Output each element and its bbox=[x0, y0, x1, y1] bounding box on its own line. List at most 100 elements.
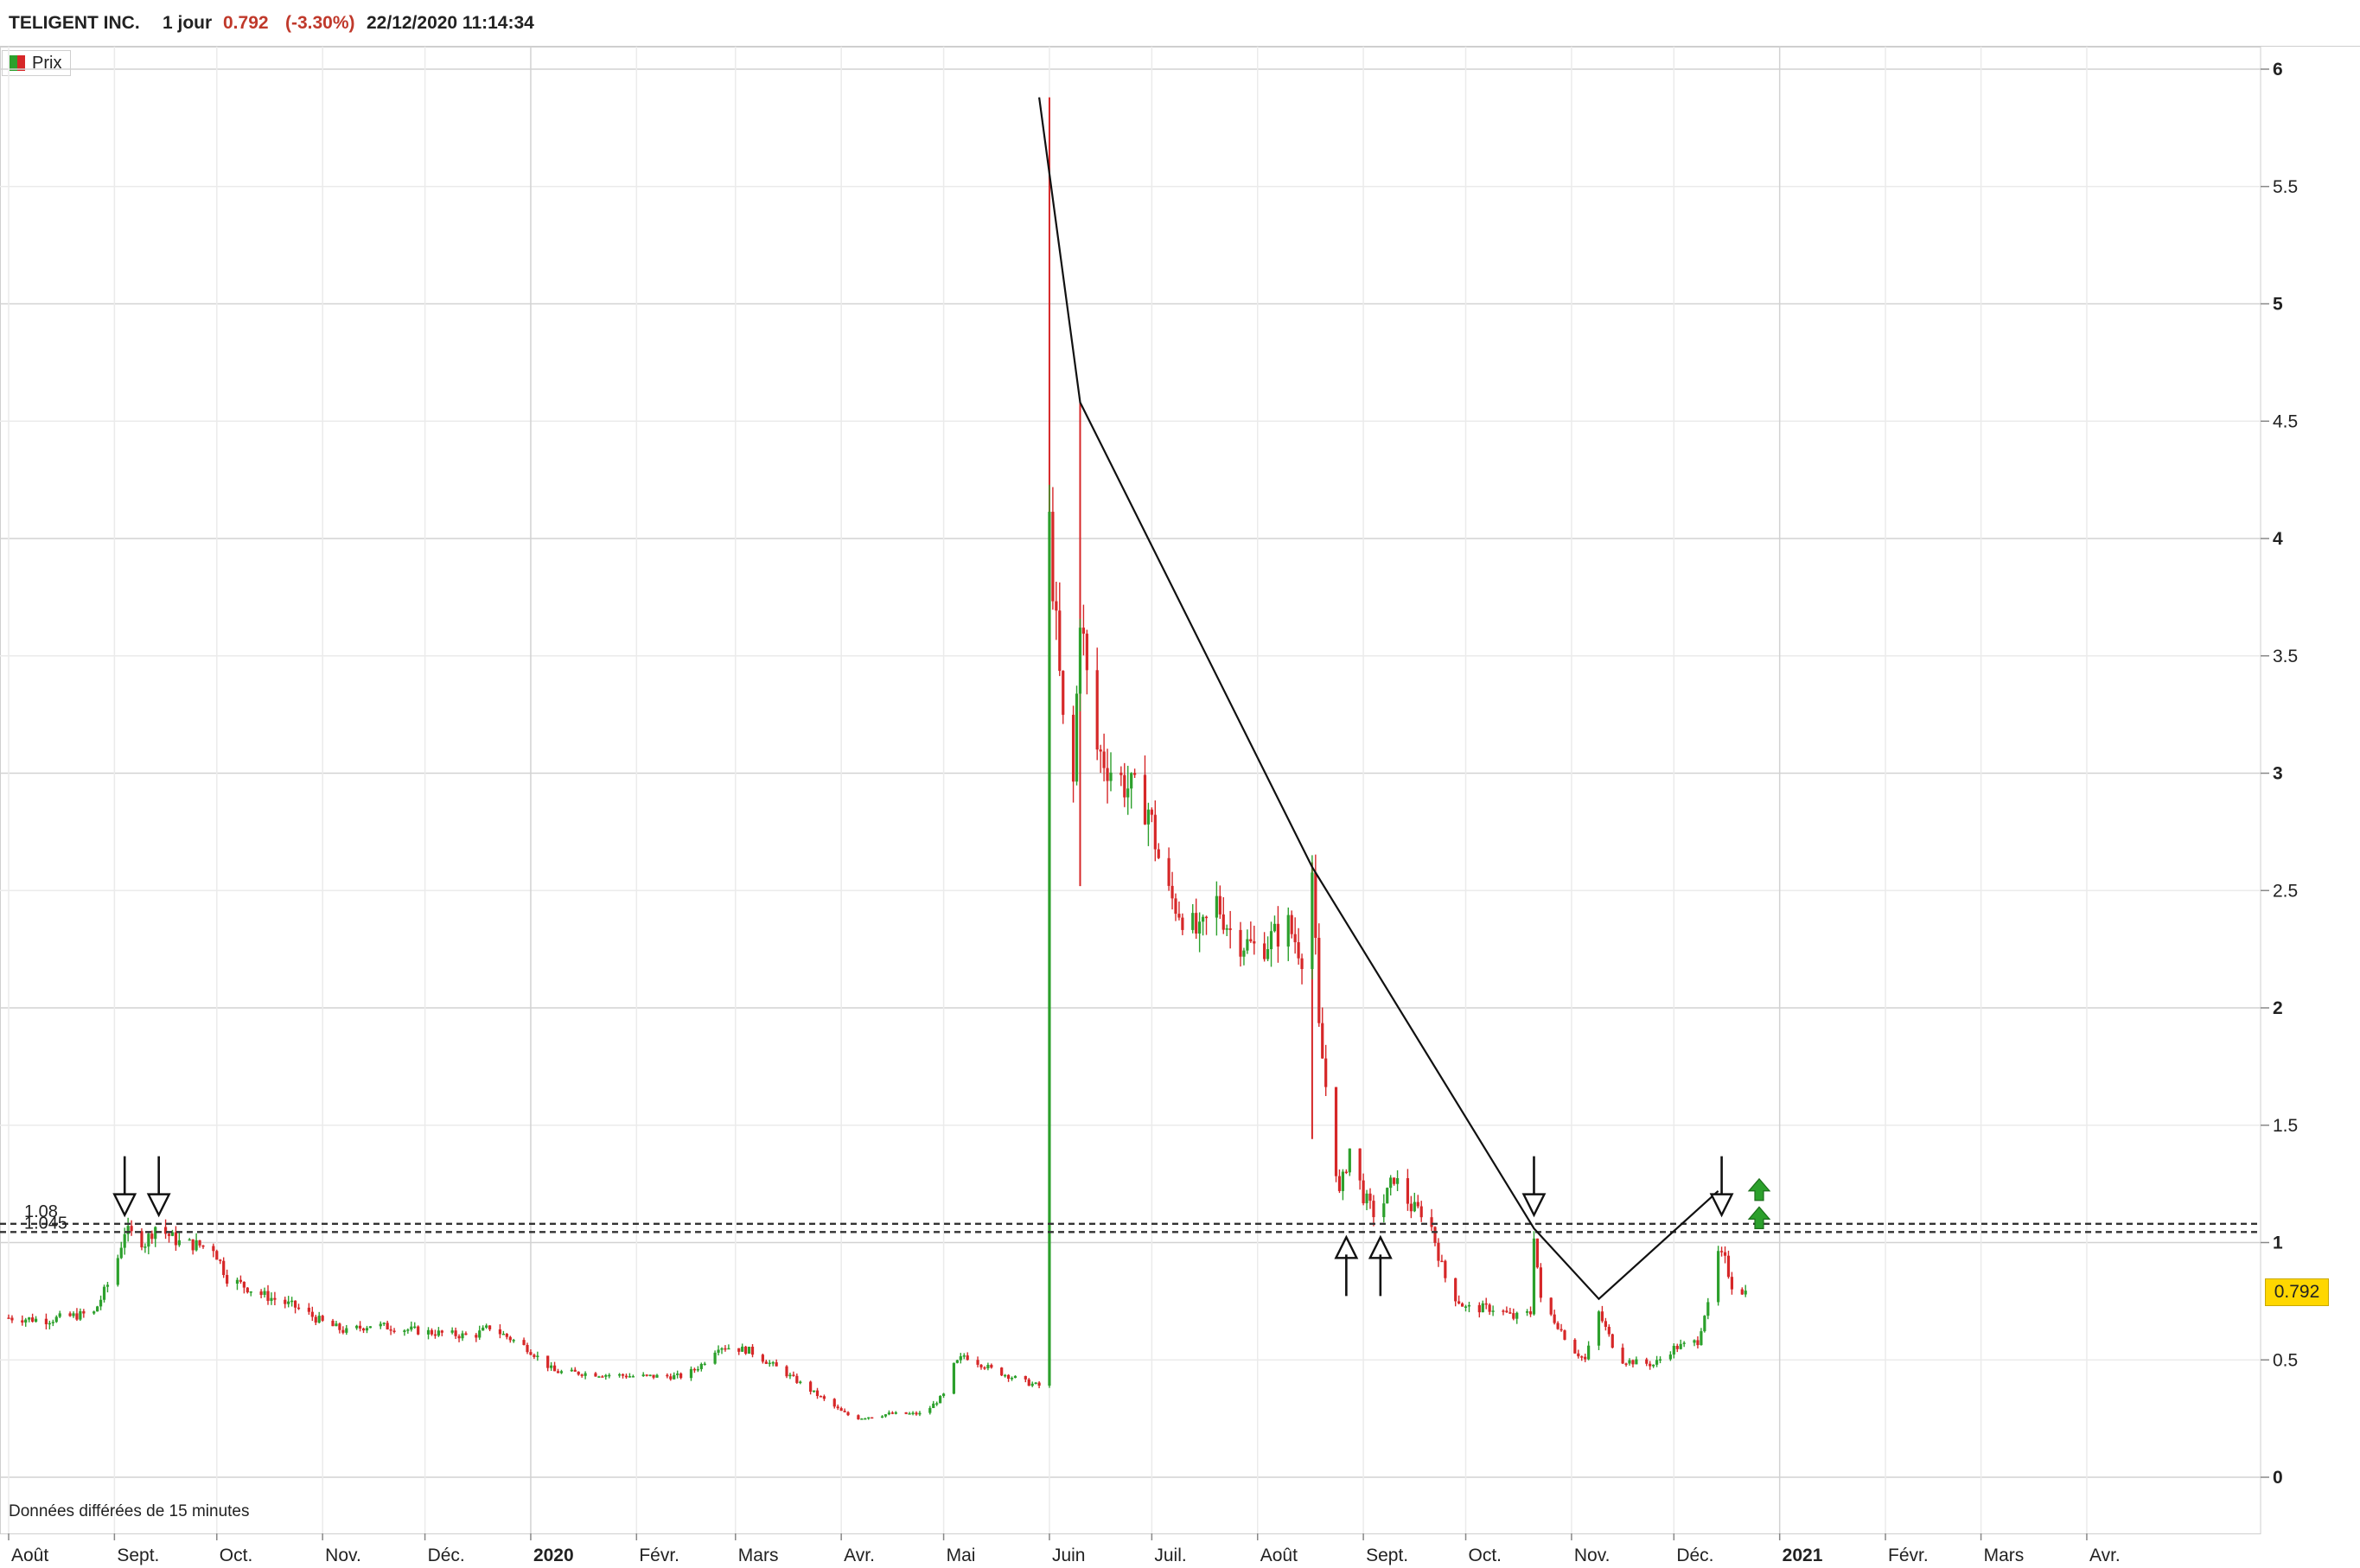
candle-body bbox=[287, 1301, 290, 1304]
candle-body bbox=[771, 1362, 775, 1364]
candle-body bbox=[338, 1323, 341, 1330]
candle-body bbox=[430, 1329, 434, 1335]
candle-body bbox=[215, 1251, 219, 1260]
candle-body bbox=[1102, 751, 1106, 768]
x-tick-label: Mars bbox=[738, 1546, 779, 1565]
support-level-label: 1.045 bbox=[24, 1214, 67, 1233]
candle-body bbox=[290, 1300, 294, 1303]
legend-label: Prix bbox=[32, 54, 62, 73]
candle-body bbox=[1539, 1267, 1542, 1298]
candle-body bbox=[174, 1232, 178, 1246]
buy-signal-icon bbox=[1747, 1177, 1771, 1201]
candle-body bbox=[163, 1227, 168, 1234]
y-tick-label: 5.5 bbox=[2273, 177, 2298, 197]
candle-body bbox=[508, 1336, 512, 1341]
candle-body bbox=[594, 1373, 597, 1377]
candle-body bbox=[846, 1412, 850, 1416]
arrow-down-icon bbox=[1521, 1193, 1547, 1218]
candle-body bbox=[577, 1371, 580, 1375]
candle-body bbox=[105, 1284, 110, 1287]
y-tick-label: 0.5 bbox=[2273, 1350, 2298, 1370]
quote-datetime: 22/12/2020 11:14:34 bbox=[367, 13, 534, 33]
candle-body bbox=[263, 1291, 266, 1295]
candle-body bbox=[1037, 1382, 1041, 1386]
candle-body bbox=[1362, 1180, 1365, 1204]
candle-body bbox=[68, 1313, 72, 1316]
candle-body bbox=[990, 1365, 993, 1368]
candle-body bbox=[1290, 915, 1293, 934]
candle-body bbox=[871, 1417, 874, 1419]
candle-body bbox=[1133, 773, 1137, 775]
candle-body bbox=[799, 1381, 802, 1383]
x-tick-label: 2020 bbox=[533, 1546, 574, 1565]
candle-body bbox=[1157, 849, 1160, 858]
y-tick-label: 3.5 bbox=[2273, 647, 2298, 666]
candle-body bbox=[713, 1352, 717, 1364]
period-label[interactable]: 1 jour bbox=[163, 13, 213, 33]
candle-body bbox=[195, 1240, 198, 1251]
candle-body bbox=[454, 1330, 457, 1336]
candle-body bbox=[1645, 1359, 1649, 1364]
candle-body bbox=[1300, 958, 1304, 970]
candle-body bbox=[880, 1416, 884, 1418]
candle-body bbox=[1535, 1238, 1540, 1268]
y-tick-label: 4.5 bbox=[2273, 411, 2298, 431]
candle-body bbox=[54, 1316, 58, 1323]
candle-body bbox=[92, 1311, 96, 1314]
candle-body bbox=[550, 1365, 553, 1368]
candle-body bbox=[529, 1352, 533, 1355]
candle-body bbox=[150, 1233, 154, 1240]
candle-body bbox=[911, 1412, 915, 1414]
price-chart[interactable]: 0 0.5 1 1.5 2 2.5 3 3.5 4 4.5 5 5.5 6 Août Sept. Oct. No… bbox=[0, 47, 2360, 1568]
x-tick-label: Sept. bbox=[1366, 1546, 1408, 1565]
candle-body bbox=[1130, 773, 1133, 789]
candle-body bbox=[785, 1366, 788, 1377]
candle-body bbox=[1393, 1177, 1396, 1184]
candle-body bbox=[478, 1330, 482, 1338]
candle-body bbox=[21, 1320, 24, 1323]
candle-body bbox=[365, 1328, 369, 1331]
candle-body bbox=[883, 1414, 888, 1417]
candle-body bbox=[1062, 671, 1065, 715]
candle-body bbox=[1266, 949, 1270, 959]
candle-body bbox=[461, 1333, 464, 1339]
candle-body bbox=[608, 1374, 611, 1377]
candle-body bbox=[512, 1340, 515, 1342]
candle-body bbox=[819, 1396, 823, 1398]
candle-body bbox=[768, 1362, 771, 1365]
candle-body bbox=[1668, 1354, 1672, 1360]
candle-body bbox=[1553, 1314, 1556, 1323]
candle-body bbox=[31, 1317, 35, 1323]
x-tick-label: Sept. bbox=[117, 1546, 159, 1565]
candle-body bbox=[648, 1374, 652, 1376]
candle-body bbox=[533, 1354, 536, 1357]
candle-body bbox=[1430, 1217, 1433, 1227]
arrow-down-icon bbox=[112, 1193, 137, 1218]
candle-body bbox=[1675, 1345, 1679, 1349]
chart-legend[interactable]: Prix bbox=[2, 50, 72, 76]
candle-body bbox=[82, 1310, 86, 1314]
candle-body bbox=[1679, 1343, 1682, 1349]
candle-body bbox=[1580, 1356, 1584, 1358]
candle-body bbox=[915, 1412, 918, 1415]
candle-body bbox=[1703, 1316, 1706, 1332]
candle-body bbox=[1693, 1340, 1696, 1343]
candle-body bbox=[335, 1323, 338, 1327]
candle-body bbox=[239, 1279, 243, 1282]
candle-body bbox=[1334, 1087, 1338, 1176]
y-tick-label: 1.5 bbox=[2273, 1116, 2298, 1136]
candle-body bbox=[1109, 772, 1113, 781]
candle-body bbox=[1051, 512, 1055, 602]
candle-body bbox=[119, 1247, 123, 1259]
candle-body bbox=[1321, 1023, 1324, 1059]
candle-body bbox=[1167, 857, 1170, 886]
candle-body bbox=[1389, 1177, 1393, 1189]
candle-body bbox=[1317, 937, 1321, 1023]
candle-body bbox=[1457, 1301, 1461, 1303]
candle-body bbox=[788, 1374, 792, 1377]
candle-body bbox=[1406, 1178, 1410, 1204]
candle-body bbox=[628, 1376, 632, 1378]
candle-body bbox=[1597, 1311, 1601, 1346]
candle-body bbox=[1246, 939, 1249, 951]
candle-body bbox=[1218, 896, 1221, 915]
